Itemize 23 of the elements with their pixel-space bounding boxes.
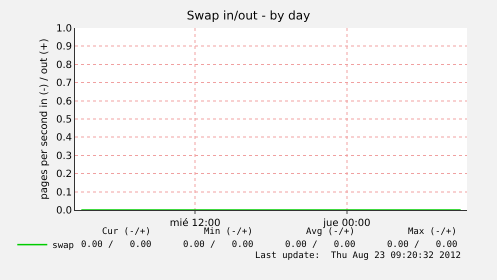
y-tick-label: 0.8: [56, 60, 72, 71]
text: 0.00 / 0.00: [285, 240, 356, 250]
y-tick-label: 0.1: [56, 187, 72, 198]
y-tick-label: 0.5: [56, 114, 72, 126]
legend-label: swap: [52, 241, 74, 252]
y-tick-label: 0.6: [56, 96, 72, 108]
y-tick-label: 0.2: [56, 169, 72, 180]
y-tick-label: 0.3: [56, 150, 72, 162]
y-tick-label: 0.9: [56, 42, 72, 53]
y-tick-label: 0.4: [56, 132, 72, 144]
y-tick-label: 0.7: [56, 78, 72, 90]
y-tick-label: 1.0: [56, 24, 72, 34]
text: 0.00 / 0.00: [183, 240, 254, 250]
text: Last update: Thu Aug 23 09:20:32 2012: [255, 251, 461, 261]
text: Avg (-/+): [306, 227, 355, 237]
text: 0.00 / 0.00: [81, 240, 152, 250]
text: Cur (-/+): [102, 227, 151, 237]
text: Min (-/+): [204, 227, 253, 237]
y-tick-label: 0.0: [56, 206, 72, 216]
text: 0.00 / 0.00: [387, 240, 458, 250]
text: Max (-/+): [408, 227, 457, 237]
y-axis-title: pages per second in (-) / out (+): [39, 38, 50, 200]
chart-title: Swap in/out - by day: [186, 8, 310, 23]
